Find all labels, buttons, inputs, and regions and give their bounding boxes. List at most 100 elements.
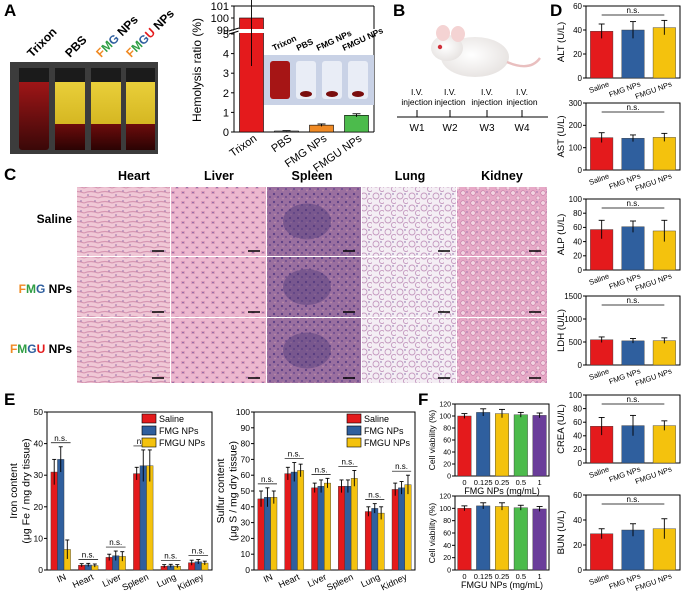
bar: [621, 340, 645, 366]
inset-label-trixon: Trixon: [271, 33, 298, 53]
y-axis-label-line: AST (U/L): [556, 115, 567, 157]
bar: [350, 478, 358, 571]
y-axis-label: LDH (U/L): [556, 309, 567, 352]
bar: [317, 486, 325, 571]
panel-label-e: E: [4, 390, 15, 409]
y-tick-label: 0: [578, 166, 583, 175]
histology-image: [267, 187, 361, 256]
significance-label: n.s.: [82, 550, 95, 559]
histology-image: [457, 187, 547, 256]
bar: [476, 505, 491, 571]
significance-label: n.s.: [627, 199, 640, 208]
y-tick-label: 99: [217, 25, 229, 37]
legend-label: Saline: [364, 414, 389, 424]
histology-image: [77, 257, 170, 317]
y-axis-label-line: BUN (U/L): [556, 511, 567, 555]
y-tick-label: 1: [223, 107, 229, 119]
legend-swatch: [346, 413, 362, 424]
y-tick-label: 20: [241, 533, 251, 543]
histology-image: [77, 318, 170, 383]
y-tick-label: 500: [569, 338, 583, 347]
legend-label: FMGU NPs: [159, 438, 205, 448]
legend-swatch: [141, 437, 157, 448]
y-axis-label: Sulfur content(μg S / mg dry tissue): [215, 441, 239, 541]
bar: [652, 137, 676, 171]
y-tick-label: 4: [223, 49, 229, 61]
vial-photo: [10, 62, 158, 154]
y-tick-label: 0: [578, 566, 583, 575]
y-tick-label: 200: [569, 121, 583, 130]
y-tick-label: 3: [223, 68, 229, 80]
vial-pellet: [55, 124, 85, 150]
bar: [513, 507, 528, 571]
letter-nps: NPs: [148, 6, 177, 35]
x-tick-label: FMGU NPs: [634, 171, 673, 193]
y-tick-label: 40: [443, 449, 451, 456]
bar: [621, 226, 645, 271]
x-tick-label: Kidney: [176, 572, 206, 593]
organ-header-lung: Lung: [395, 169, 426, 183]
y-tick-label: 101: [211, 1, 229, 13]
histology-image: [267, 257, 361, 317]
y-tick-label: 0: [578, 459, 583, 468]
bar: [290, 471, 298, 571]
significance-label: n.s.: [109, 538, 122, 547]
x-tick-label: 0.25: [495, 572, 510, 581]
y-axis-label-line: CREA (U/L): [556, 404, 567, 454]
y-axis-label: Cell viability (%): [427, 503, 437, 564]
significance-label: n.s.: [54, 434, 67, 443]
panel-label-b: B: [393, 1, 405, 20]
y-tick-label: 0: [447, 567, 451, 574]
organ-header-heart: Heart: [118, 169, 151, 183]
panel-label-a: A: [4, 1, 16, 20]
bar: [344, 115, 369, 133]
white-pulp: [283, 269, 331, 305]
y-axis-label-line: Hemolysis ratio (%): [190, 18, 204, 122]
x-tick-label: FMGU NPs: [634, 79, 673, 101]
legend-swatch: [141, 425, 157, 436]
y-tick-label: 60: [241, 470, 251, 480]
significance-label: n.s.: [288, 450, 301, 459]
y-tick-label: 5: [223, 29, 229, 41]
significance-label: n.s.: [395, 462, 408, 471]
y-tick-label: 100: [569, 143, 583, 152]
x-tick-label: FMGU NPs: [634, 271, 673, 293]
significance-label: n.s.: [627, 495, 640, 504]
bar: [50, 471, 58, 571]
y-tick-label: 80: [573, 209, 582, 218]
injection-label-w3: I.V. injection: [471, 87, 502, 107]
vial-cap: [19, 68, 49, 82]
iron-content-chart: 0 10 20 30 40 50 Iron content(μg Fe / mg dry t…: [8, 407, 213, 593]
bar: [324, 482, 331, 571]
axis-break: [370, 29, 379, 33]
x-tick-label: 0: [462, 572, 466, 581]
hemolysis-inset-photo: [264, 55, 374, 105]
histology-image: [171, 318, 266, 383]
y-tick-label: 70: [241, 454, 251, 464]
bar: [590, 533, 614, 571]
histology-image: [267, 318, 361, 383]
y-tick-label: 1500: [564, 292, 582, 301]
x-tick-label: Saline: [588, 271, 611, 287]
x-tick-label: Lung: [155, 572, 177, 590]
axis-break: [230, 29, 239, 33]
panel-label-c: C: [4, 165, 16, 184]
y-tick-label: 10: [241, 549, 251, 559]
y-axis-label-line: (μg Fe / mg dry tissue): [20, 438, 32, 543]
x-tick-label: 0.5: [516, 572, 526, 581]
group-label-fmg: FMG NPs: [19, 282, 73, 296]
vial-cap: [91, 68, 121, 82]
y-tick-label: 100: [569, 391, 583, 400]
vial-trixon: [19, 68, 49, 150]
y-tick-label: 40: [573, 237, 582, 246]
x-tick-label: Heart: [277, 572, 302, 591]
y-tick-label: 80: [241, 439, 251, 449]
x-tick-label: FMGU NPs: [634, 366, 673, 388]
y-tick-label: 0: [578, 361, 583, 370]
y-axis-label: Hemolysis ratio (%): [190, 18, 204, 122]
